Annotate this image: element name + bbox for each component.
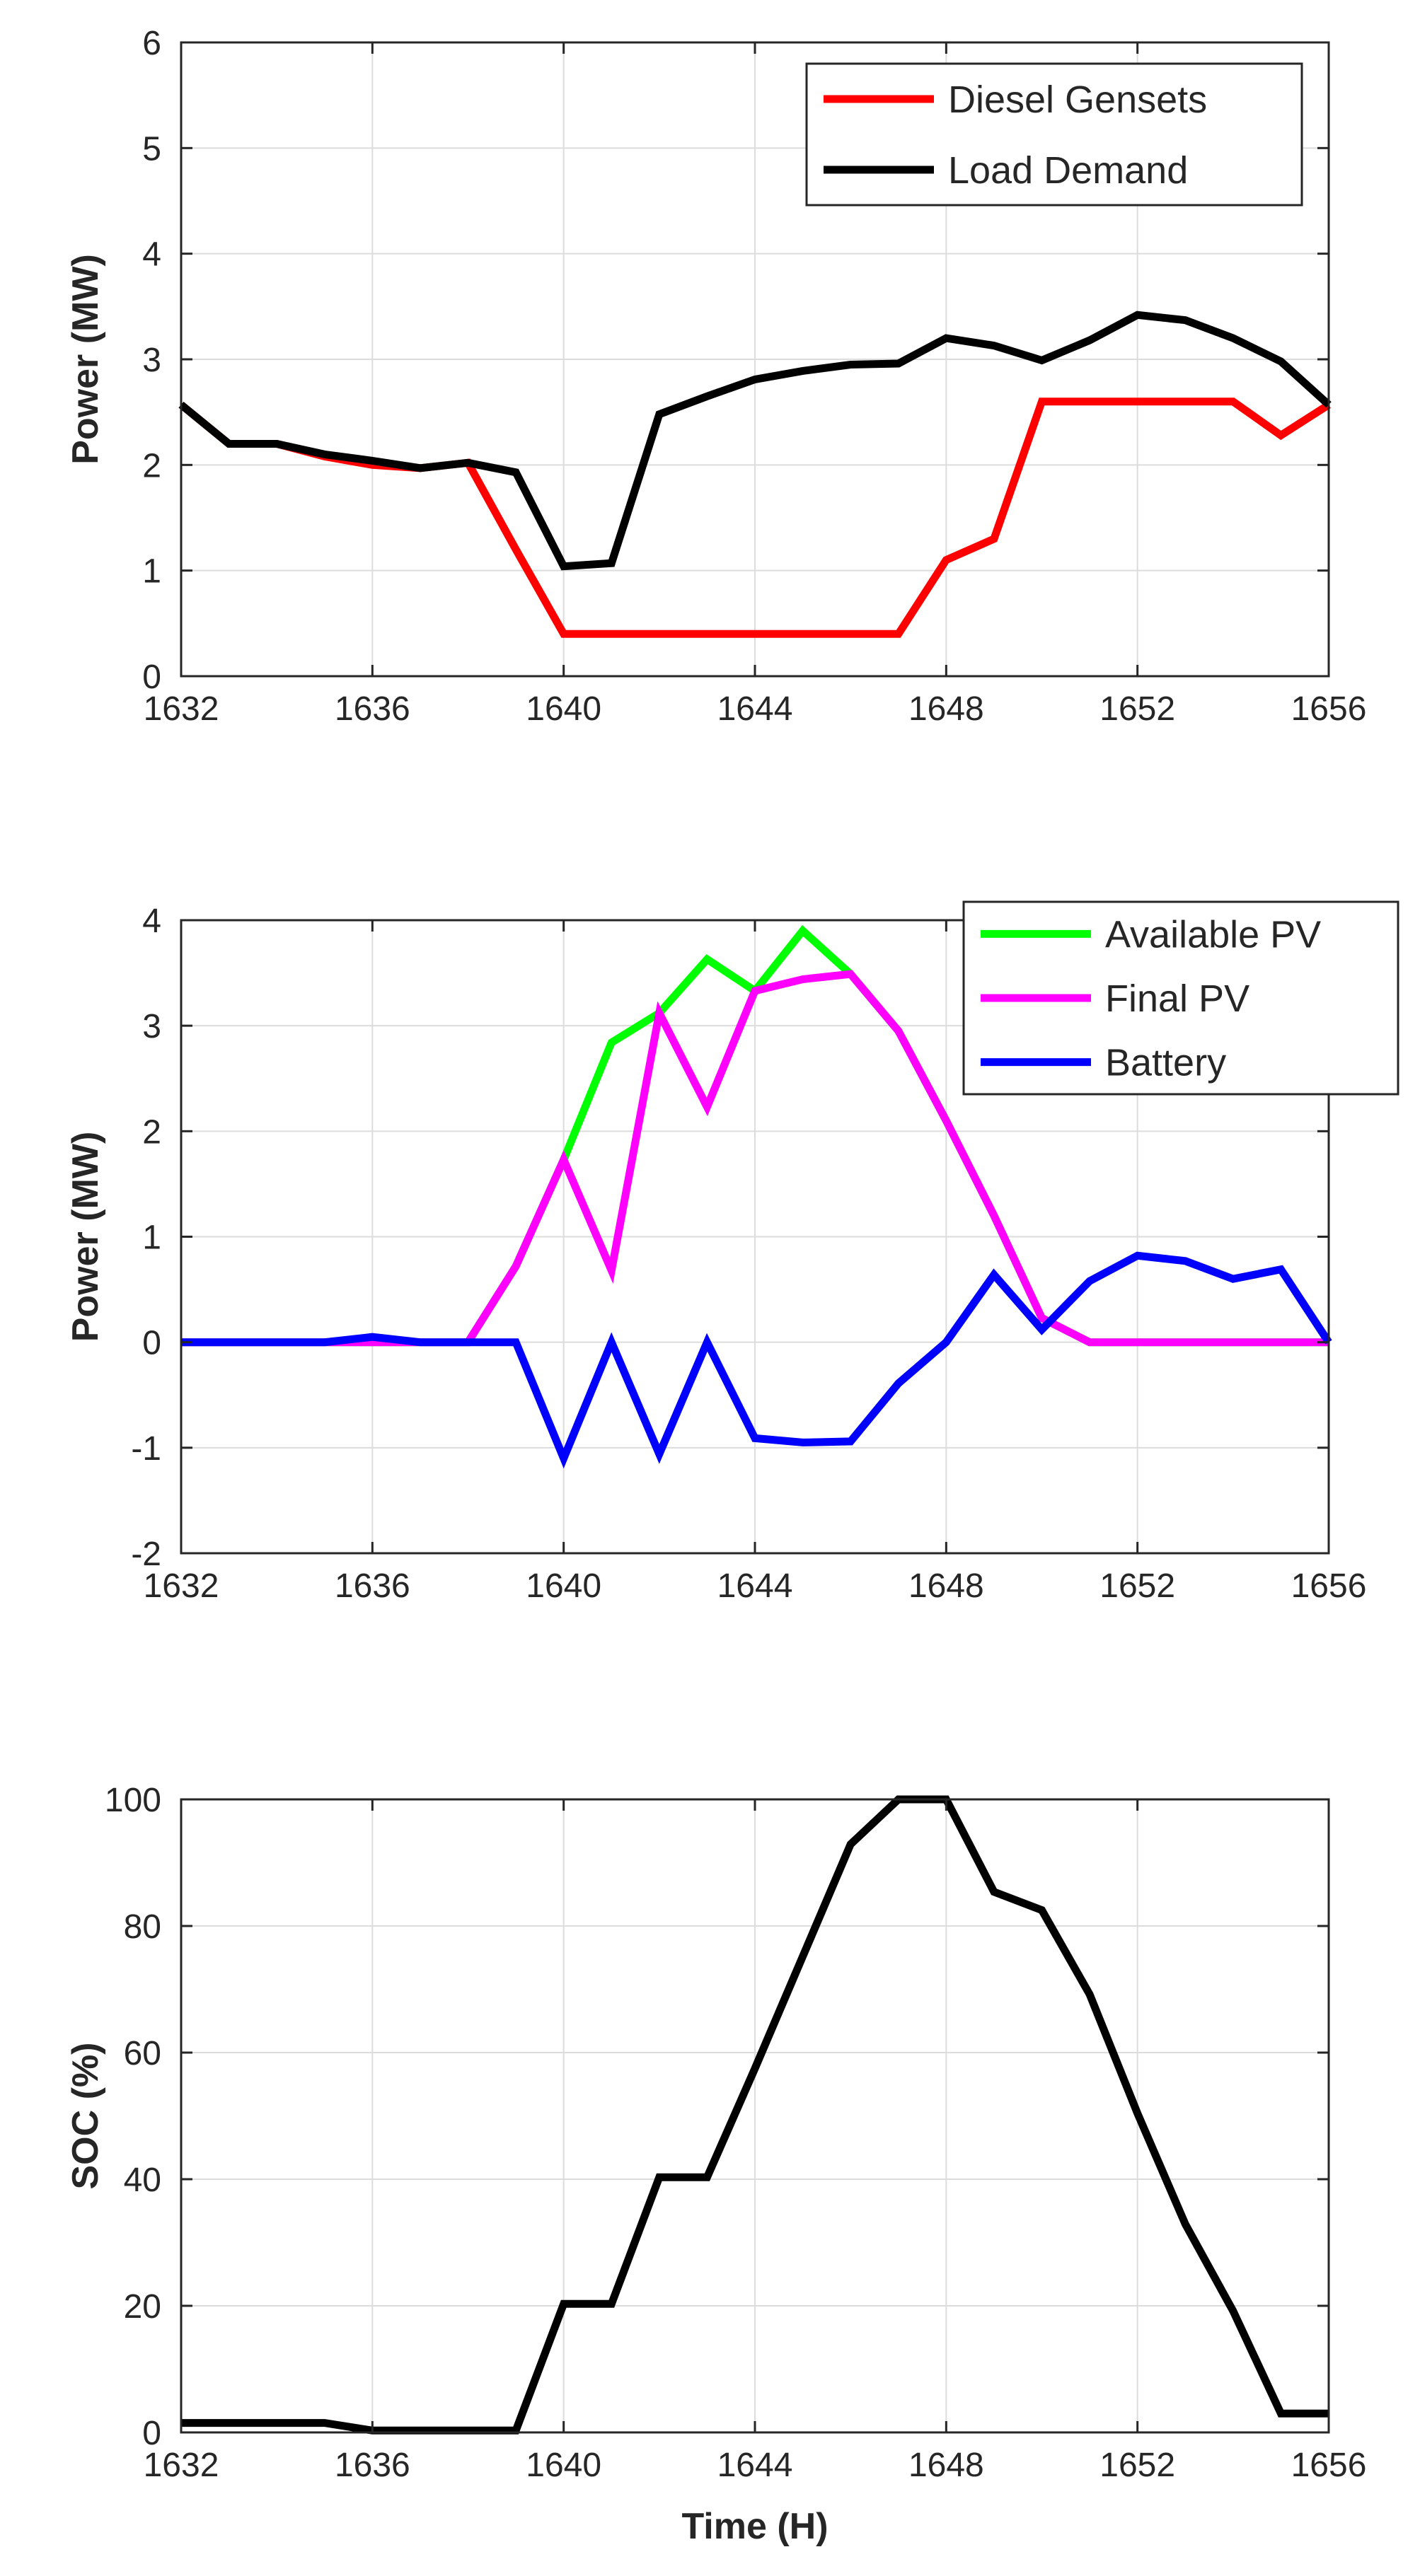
legend-box xyxy=(805,62,1303,207)
y-axis-label: SOC (%) xyxy=(65,2043,106,2190)
x-tick-label: 1648 xyxy=(908,690,984,728)
series-line-battery xyxy=(181,1251,1332,1469)
x-tick-label: 1632 xyxy=(144,690,219,728)
y-tick-label: -1 xyxy=(131,1430,161,1468)
x-tick-label: 1632 xyxy=(144,2447,219,2484)
chart-2: 1632 1636 1640 1644 1648 1652 1656 -2 -1 0 1 2 3 4 Pow… xyxy=(65,900,1399,1605)
x-tick-label: 1636 xyxy=(335,2447,410,2484)
x-tick-label: 1648 xyxy=(908,1567,984,1605)
x-tick-label: 1652 xyxy=(1099,690,1175,728)
x-tick-label: 1644 xyxy=(717,2447,793,2484)
y-tick-label: 1 xyxy=(142,553,161,591)
x-tick-label: 1644 xyxy=(717,690,793,728)
y-tick-label: 0 xyxy=(142,1325,161,1362)
y-tick-label: 1 xyxy=(142,1219,161,1257)
x-tick-label: 1644 xyxy=(717,1567,793,1605)
chart-3: 1632 1636 1640 1644 1648 1652 1656 0 20 40 60 80 100… xyxy=(65,1782,1366,2547)
x-tick-label: 1640 xyxy=(526,2447,601,2484)
x-axis-label: Time (H) xyxy=(681,2506,828,2547)
legend-label: Diesel Gensets xyxy=(948,79,1207,121)
x-tick-label: 1640 xyxy=(526,690,601,728)
series-line-final-pv xyxy=(181,970,1329,1347)
x-tick-label: 1656 xyxy=(1291,690,1367,728)
x-tick-label: 1652 xyxy=(1099,2447,1175,2484)
x-tick-label: 1640 xyxy=(526,1567,601,1605)
y-tick-label: 100 xyxy=(105,1782,161,1819)
series-line-load-demand xyxy=(178,311,1332,571)
y-tick-label: 4 xyxy=(142,903,161,940)
y-tick-label: 4 xyxy=(142,236,161,274)
y-axis-label: Power (MW) xyxy=(65,1132,106,1342)
legend-label: Battery xyxy=(1105,1042,1226,1084)
y-tick-label: 2 xyxy=(142,1113,161,1151)
x-tick-label: 1636 xyxy=(335,690,410,728)
chart-1: 1632 1636 1640 1644 1648 1652 1656 0 1 2 3 4 5 6 Power… xyxy=(65,25,1366,728)
y-tick-label: 20 xyxy=(124,2288,161,2326)
legend-label: Available PV xyxy=(1105,913,1321,956)
x-tick-label: 1632 xyxy=(144,1567,219,1605)
y-tick-label: 3 xyxy=(142,1008,161,1045)
y-tick-label: 0 xyxy=(142,658,161,696)
y-tick-label: 5 xyxy=(142,130,161,168)
legend: Diesel Gensets Load Demand xyxy=(805,62,1303,207)
y-tick-label: 60 xyxy=(124,2035,161,2072)
y-tick-label: -2 xyxy=(131,1536,161,1573)
x-tick-label: 1656 xyxy=(1291,2447,1367,2484)
y-tick-label: 2 xyxy=(142,447,161,485)
x-tick-label: 1652 xyxy=(1099,1567,1175,1605)
x-tick-label: 1636 xyxy=(335,1567,410,1605)
x-tick-label: 1656 xyxy=(1291,1567,1367,1605)
y-axis-label: Power (MW) xyxy=(65,254,106,465)
legend-label: Load Demand xyxy=(948,149,1188,192)
y-tick-label: 0 xyxy=(142,2415,161,2452)
y-tick-label: 40 xyxy=(124,2162,161,2199)
series-line-diesel-gensets xyxy=(178,398,1331,638)
legend: Available PV Final PV Battery xyxy=(962,900,1399,1096)
y-tick-label: 80 xyxy=(124,1908,161,1946)
y-tick-label: 6 xyxy=(142,25,161,62)
y-tick-label: 3 xyxy=(142,342,161,379)
x-tick-label: 1648 xyxy=(908,2447,984,2484)
legend-label: Final PV xyxy=(1105,977,1249,1020)
